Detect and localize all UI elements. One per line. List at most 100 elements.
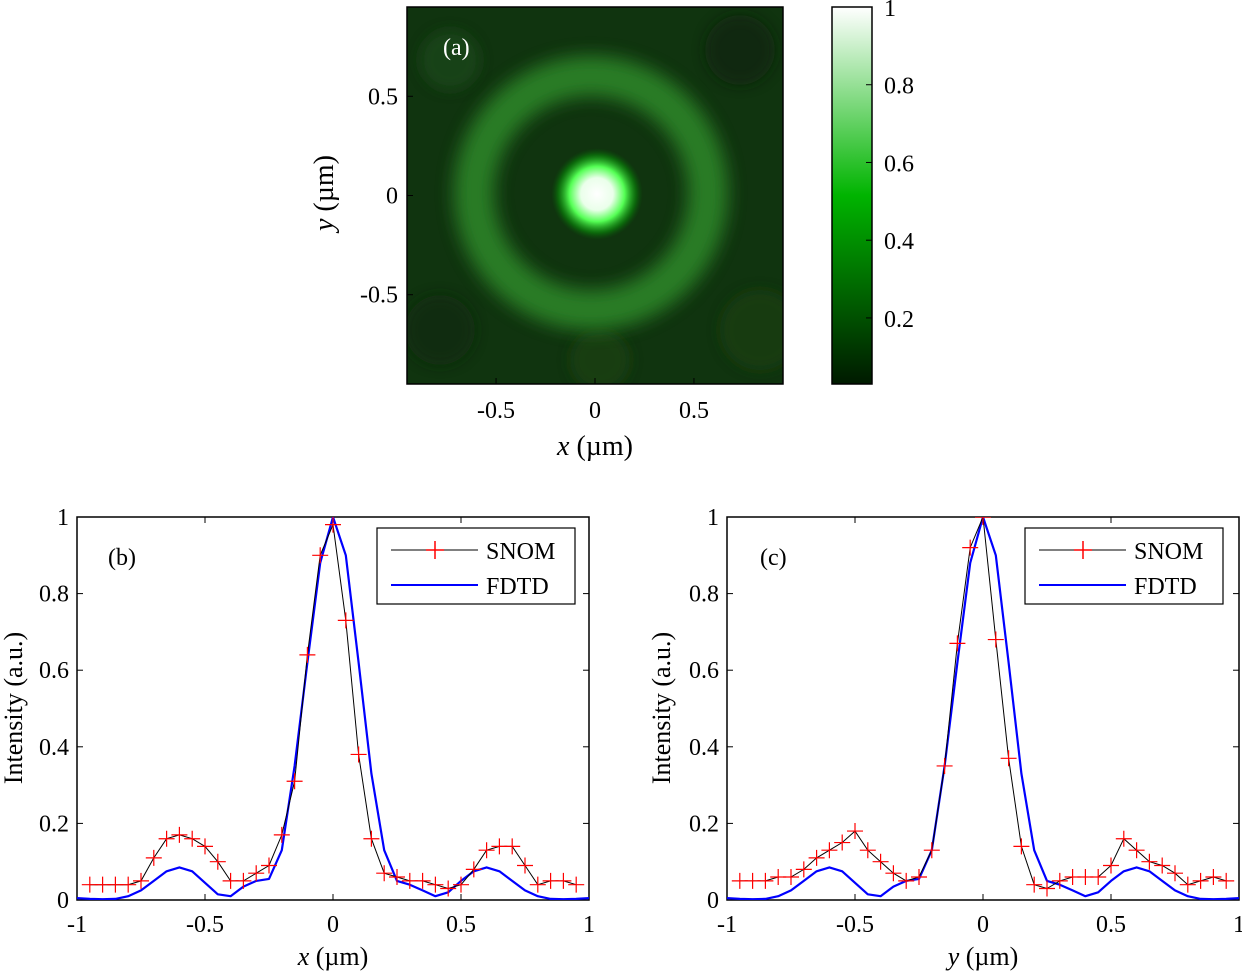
panel-c-x-tick-label: 1 — [1233, 912, 1242, 938]
panel-c-snom-point — [1103, 857, 1119, 874]
panel-c-legend: SNOM FDTD — [1024, 527, 1224, 605]
panel-b-snom-point — [504, 838, 521, 855]
panel-c-snom-point — [923, 842, 940, 859]
panel-c-legend-snom-marker — [1074, 541, 1092, 559]
panel-b-x-axis-var: x — [297, 942, 310, 971]
panel-b-snom-point — [299, 646, 316, 663]
panel-b-snom-point — [158, 830, 175, 847]
panel-b-x-axis-unit: (µm) — [316, 942, 369, 971]
panel-b-snom-point — [465, 861, 482, 878]
panel-b-legend-snom-marker — [426, 541, 444, 559]
colorbar-tick-label: 0.8 — [884, 74, 914, 100]
panel-a-x-axis-label: x (µm) — [556, 431, 633, 462]
panel-c-snom-point — [757, 872, 774, 889]
panel-b-snom-point — [312, 547, 329, 564]
panel-a-label: (a) — [443, 35, 470, 61]
panel-c-snom-point — [949, 635, 966, 652]
panel-c-snom-point — [1039, 880, 1055, 897]
panel-c-snom-point — [1179, 876, 1196, 893]
panel-b-snom-point — [529, 876, 546, 893]
panel-c-legend-fdtd-label: FDTD — [1134, 574, 1197, 600]
panel-c-y-tick-label: 0.4 — [689, 735, 719, 761]
panel-c-series-fdtd-line — [727, 517, 1239, 900]
panel-c-snom-point — [1013, 838, 1030, 855]
panel-c-snom-point — [987, 631, 1004, 648]
panel-a-x-ticks: -0.5 0 0.5 — [477, 378, 709, 424]
panel-c-x-tick-label: 0.5 — [1096, 912, 1126, 938]
panel-b-y-tick-label: 0 — [57, 888, 69, 914]
panel-c-x-tick-label: 0 — [977, 912, 989, 938]
panel-b-snom-point — [171, 826, 188, 843]
panel-c-x-tick-label: -0.5 — [836, 912, 874, 938]
panel-b-x-tick-label: -0.5 — [186, 912, 224, 938]
panel-c-snom-point — [936, 757, 953, 774]
panel-b-ticks: -1 -0.5 0 0.5 1 0 0.2 0.4 0.6 0.8 1 — [39, 505, 595, 938]
panel-b-y-tick-label: 0.6 — [39, 658, 69, 684]
panel-b-snom-point — [325, 517, 341, 533]
panel-c-legend-snom-label: SNOM — [1134, 539, 1203, 565]
panel-c-y-tick-label: 1 — [707, 505, 719, 531]
panel-c-snom-point — [847, 823, 863, 840]
panel-c-x-axis-var: y — [945, 942, 960, 971]
panel-b-snom-point — [568, 876, 585, 893]
panel-b-x-tick-label: 0 — [327, 912, 339, 938]
panel-c-snom-point — [1141, 853, 1158, 870]
panel-a-x-tick-label: -0.5 — [477, 398, 515, 424]
panel-c-snom-point — [795, 861, 812, 878]
heatmap-mottle — [407, 15, 783, 384]
panel-c-plot-area — [727, 517, 1239, 900]
panel-b-y-axis-label: Intensity (a.u.) — [0, 632, 28, 784]
panel-a-x-axis-unit: (µm) — [576, 431, 633, 462]
panel-c-snom-point — [808, 849, 825, 866]
panel-b-snom-point — [261, 857, 277, 874]
panel-b-snom-point — [197, 838, 213, 855]
panel-c-snom-point — [1051, 872, 1068, 889]
panel-c-snom-point — [1192, 872, 1209, 889]
panel-a-y-tick-label: 0 — [386, 184, 398, 210]
panel-b-label: (b) — [108, 545, 136, 571]
panel-a-x-tick-label: 0 — [589, 398, 601, 424]
panel-b-snom-point — [248, 865, 265, 882]
panel-c-snom-point — [962, 539, 979, 556]
panel-c-series-snom-line — [739, 517, 1227, 890]
panel-c-y-tick-label: 0.6 — [689, 658, 719, 684]
panel-b-y-tick-label: 1 — [57, 505, 69, 531]
panel-b-y-tick-label: 0.2 — [39, 811, 69, 837]
panel-b-snom-point — [555, 872, 572, 889]
panel-c-snom-point — [1000, 750, 1017, 767]
panel-c-y-tick-label: 0.8 — [689, 582, 719, 608]
panel-c-x-tick-label: -1 — [717, 912, 737, 938]
panel-b-snom-point — [235, 872, 252, 889]
panel-b-snom-point — [209, 853, 226, 870]
panel-a-y-axis-label: y (µm) — [309, 155, 340, 234]
panel-c-x-axis-unit: (µm) — [966, 942, 1019, 971]
panel-c-snom-point — [1090, 869, 1107, 886]
panel-b-y-tick-label: 0.8 — [39, 582, 69, 608]
panel-b-snom-point — [184, 830, 201, 847]
panel-c-snom-point — [783, 869, 799, 886]
panel-a-x-axis-var: x — [556, 431, 570, 462]
panel-c-snom-point — [1128, 842, 1145, 859]
panel-c: -1 -0.5 0 0.5 1 0 0.2 0.4 0.6 0.8 1 (c) y (µm) Int… — [647, 505, 1242, 971]
panel-b-x-tick-label: -1 — [67, 912, 87, 938]
panel-b-snom-point — [517, 857, 533, 874]
colorbar-gradient — [831, 6, 873, 385]
panel-b-snom-point — [478, 842, 495, 859]
panel-b-snom-point — [350, 746, 367, 763]
panel-b-snom-point — [145, 849, 162, 866]
heatmap-central-spot — [551, 148, 643, 240]
heatmap-ring — [454, 56, 728, 330]
panel-a-y-ticks: 0.5 0 -0.5 — [360, 84, 413, 309]
panel-c-ticks: -1 -0.5 0 0.5 1 0 0.2 0.4 0.6 0.8 1 — [689, 505, 1242, 938]
panel-b: -1 -0.5 0 0.5 1 0 0.2 0.4 0.6 0.8 1 (b) x (µm) Int… — [0, 505, 595, 971]
panel-c-snom-point — [975, 517, 991, 525]
panel-c-legend-box — [1024, 527, 1224, 605]
colorbar: 1 0.8 0.6 0.4 0.2 — [831, 0, 914, 385]
panel-b-snom-point — [286, 773, 303, 790]
panel-c-snom-point — [821, 842, 838, 859]
panel-c-snom-point — [1115, 830, 1132, 847]
heatmap — [407, 7, 783, 384]
colorbar-tick-label: 1 — [884, 0, 896, 22]
panel-c-snom-point — [1026, 876, 1043, 893]
